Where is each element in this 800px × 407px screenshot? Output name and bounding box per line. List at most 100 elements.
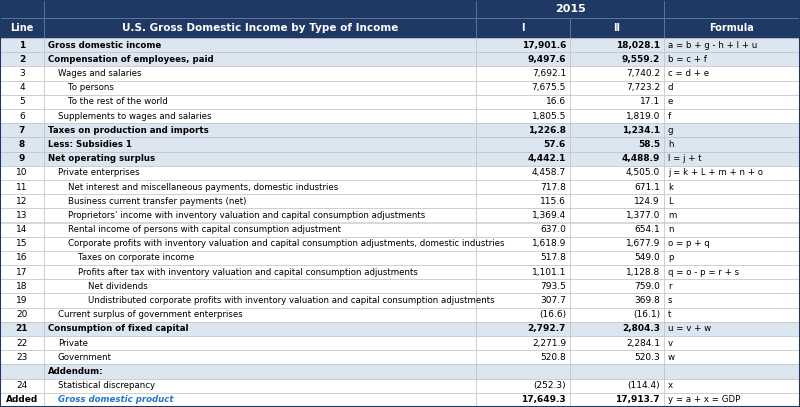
Text: Statistical discrepancy: Statistical discrepancy	[58, 381, 155, 390]
Text: r: r	[668, 282, 671, 291]
Bar	[44, 0, 476, 18]
Bar	[44, 95, 476, 109]
Text: 793.5: 793.5	[540, 282, 566, 291]
Bar	[664, 364, 800, 379]
Text: 1,677.9: 1,677.9	[626, 239, 660, 248]
Text: 17.1: 17.1	[640, 97, 660, 106]
Bar	[570, 95, 664, 109]
Text: x: x	[668, 381, 673, 390]
Bar	[0, 52, 44, 66]
Text: Added: Added	[6, 396, 38, 405]
Text: 22: 22	[16, 339, 28, 348]
Bar	[664, 52, 800, 66]
Text: 7,675.5: 7,675.5	[532, 83, 566, 92]
Bar	[0, 350, 44, 364]
Text: Proprietors’ income with inventory valuation and capital consumption adjustments: Proprietors’ income with inventory valua…	[68, 211, 426, 220]
Bar	[0, 293, 44, 308]
Text: 11: 11	[16, 182, 28, 192]
Bar	[570, 194, 664, 208]
Bar	[44, 308, 476, 322]
Bar	[476, 393, 570, 407]
Bar	[664, 251, 800, 265]
Text: 1: 1	[19, 41, 25, 50]
Bar	[0, 109, 44, 123]
Text: 16: 16	[16, 254, 28, 263]
Text: 2: 2	[19, 55, 25, 64]
Bar	[476, 322, 570, 336]
Text: 21: 21	[16, 324, 28, 333]
Bar	[570, 251, 664, 265]
Text: 307.7: 307.7	[540, 296, 566, 305]
Text: 2,284.1: 2,284.1	[626, 339, 660, 348]
Bar	[0, 194, 44, 208]
Text: 637.0: 637.0	[540, 225, 566, 234]
Text: 654.1: 654.1	[634, 225, 660, 234]
Bar	[570, 293, 664, 308]
Bar	[570, 322, 664, 336]
Text: 4,458.7: 4,458.7	[532, 168, 566, 177]
Bar	[476, 223, 570, 237]
Bar	[44, 123, 476, 137]
Text: 2,804.3: 2,804.3	[622, 324, 660, 333]
Bar	[664, 336, 800, 350]
Text: 17: 17	[16, 268, 28, 277]
Text: L: L	[668, 197, 673, 206]
Bar	[44, 81, 476, 95]
Bar	[0, 251, 44, 265]
Text: 2015: 2015	[554, 4, 586, 14]
Bar	[476, 251, 570, 265]
Text: 2,792.7: 2,792.7	[528, 324, 566, 333]
Bar	[476, 279, 570, 293]
Text: Business current transfer payments (net): Business current transfer payments (net)	[68, 197, 246, 206]
Bar	[570, 66, 664, 81]
Text: (114.4): (114.4)	[627, 381, 660, 390]
Text: 18,028.1: 18,028.1	[616, 41, 660, 50]
Text: Net operating surplus: Net operating surplus	[48, 154, 155, 163]
Bar	[44, 350, 476, 364]
Bar	[476, 265, 570, 279]
Bar	[0, 38, 44, 52]
Bar	[570, 166, 664, 180]
Bar	[44, 180, 476, 194]
Bar	[664, 180, 800, 194]
Text: 549.0: 549.0	[634, 254, 660, 263]
Bar	[570, 265, 664, 279]
Bar	[0, 166, 44, 180]
Bar	[664, 265, 800, 279]
Bar	[44, 166, 476, 180]
Bar	[664, 38, 800, 52]
Bar	[664, 166, 800, 180]
Bar	[570, 52, 664, 66]
Text: Line: Line	[10, 23, 34, 33]
Bar	[0, 379, 44, 393]
Bar	[664, 208, 800, 223]
Text: 4,442.1: 4,442.1	[528, 154, 566, 163]
Text: m: m	[668, 211, 676, 220]
Text: p: p	[668, 254, 674, 263]
Text: t: t	[668, 310, 671, 319]
Text: 9,559.2: 9,559.2	[622, 55, 660, 64]
Bar	[44, 208, 476, 223]
Text: 4: 4	[19, 83, 25, 92]
Text: j = k + L + m + n + o: j = k + L + m + n + o	[668, 168, 763, 177]
Bar	[0, 137, 44, 151]
Bar	[0, 364, 44, 379]
Text: 520.3: 520.3	[634, 353, 660, 362]
Text: Government: Government	[58, 353, 112, 362]
Bar	[664, 194, 800, 208]
Text: 1,128.8: 1,128.8	[626, 268, 660, 277]
Text: I: I	[522, 23, 525, 33]
Bar	[664, 308, 800, 322]
Text: 1,101.1: 1,101.1	[532, 268, 566, 277]
Text: Less: Subsidies 1: Less: Subsidies 1	[48, 140, 132, 149]
Text: c = d + e: c = d + e	[668, 69, 709, 78]
Bar	[570, 223, 664, 237]
Bar	[476, 38, 570, 52]
Bar	[570, 364, 664, 379]
Bar	[476, 95, 570, 109]
Bar	[664, 322, 800, 336]
Text: 19: 19	[16, 296, 28, 305]
Bar	[44, 379, 476, 393]
Text: 13: 13	[16, 211, 28, 220]
Bar	[664, 95, 800, 109]
